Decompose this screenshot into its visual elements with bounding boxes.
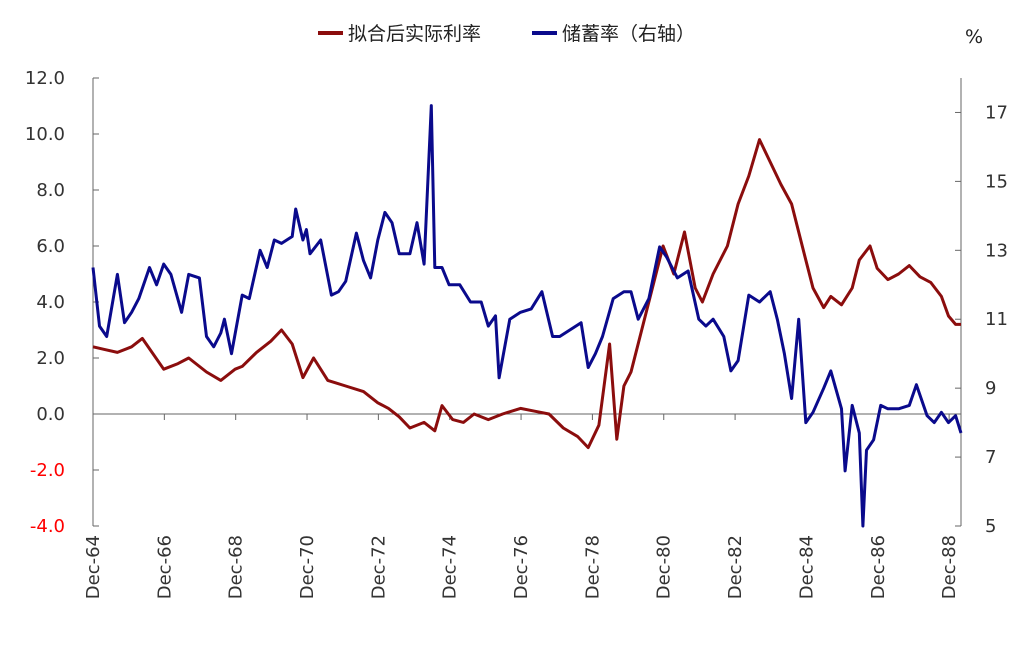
x-tick-label: Dec-86 (868, 535, 889, 599)
legend-label-real-rate: 拟合后实际利率 (348, 23, 481, 45)
legend: 拟合后实际利率 储蓄率（右轴） (318, 23, 695, 45)
x-tick-label: Dec-72 (368, 535, 389, 599)
x-tick-label: Dec-80 (654, 535, 675, 599)
right-tick-label: 11 (985, 309, 1008, 330)
x-tick-label: Dec-76 (511, 535, 532, 599)
legend-label-saving-rate: 储蓄率（右轴） (562, 23, 695, 45)
right-tick-label: 15 (985, 171, 1008, 192)
left-tick-label: -2.0 (30, 460, 65, 481)
left-tick-label: 8.0 (36, 180, 65, 201)
left-tick-label: 10.0 (25, 124, 65, 145)
right-tick-label: 7 (985, 447, 996, 468)
x-tick-label: Dec-64 (83, 535, 104, 599)
right-tick-label: 13 (985, 240, 1008, 261)
right-axis-ticks: 17 15 13 11 9 7 5 (955, 102, 1008, 537)
left-tick-label: 2.0 (36, 348, 65, 369)
x-tick-label: Dec-68 (226, 535, 247, 599)
right-tick-label: 5 (985, 516, 996, 537)
x-tick-label: Dec-84 (796, 535, 817, 599)
left-tick-label: 4.0 (36, 292, 65, 313)
series-line-saving-rate (91, 104, 963, 528)
x-tick-label: Dec-66 (154, 535, 175, 599)
right-tick-label: 9 (985, 378, 996, 399)
x-tick-label: Dec-88 (939, 535, 960, 599)
left-tick-label: 6.0 (36, 236, 65, 257)
right-tick-label: 17 (985, 102, 1008, 123)
x-tick-label: Dec-82 (725, 535, 746, 599)
left-tick-label: 12.0 (25, 68, 65, 89)
series-line-real-rate (92, 138, 961, 450)
x-tick-label: Dec-70 (297, 535, 318, 599)
x-tick-label: Dec-78 (582, 535, 603, 599)
left-tick-label: -4.0 (30, 516, 65, 537)
left-axis-ticks: 12.0 10.0 8.0 6.0 4.0 2.0 0.0 -2.0 -4.0 (25, 68, 99, 537)
x-axis-ticks: Dec-64 Dec-66 Dec-68 Dec-70 Dec-72 Dec-74 Dec-… (83, 414, 960, 599)
left-tick-label: 0.0 (36, 404, 65, 425)
x-tick-label: Dec-74 (440, 535, 461, 599)
right-axis-unit: % (965, 26, 983, 48)
